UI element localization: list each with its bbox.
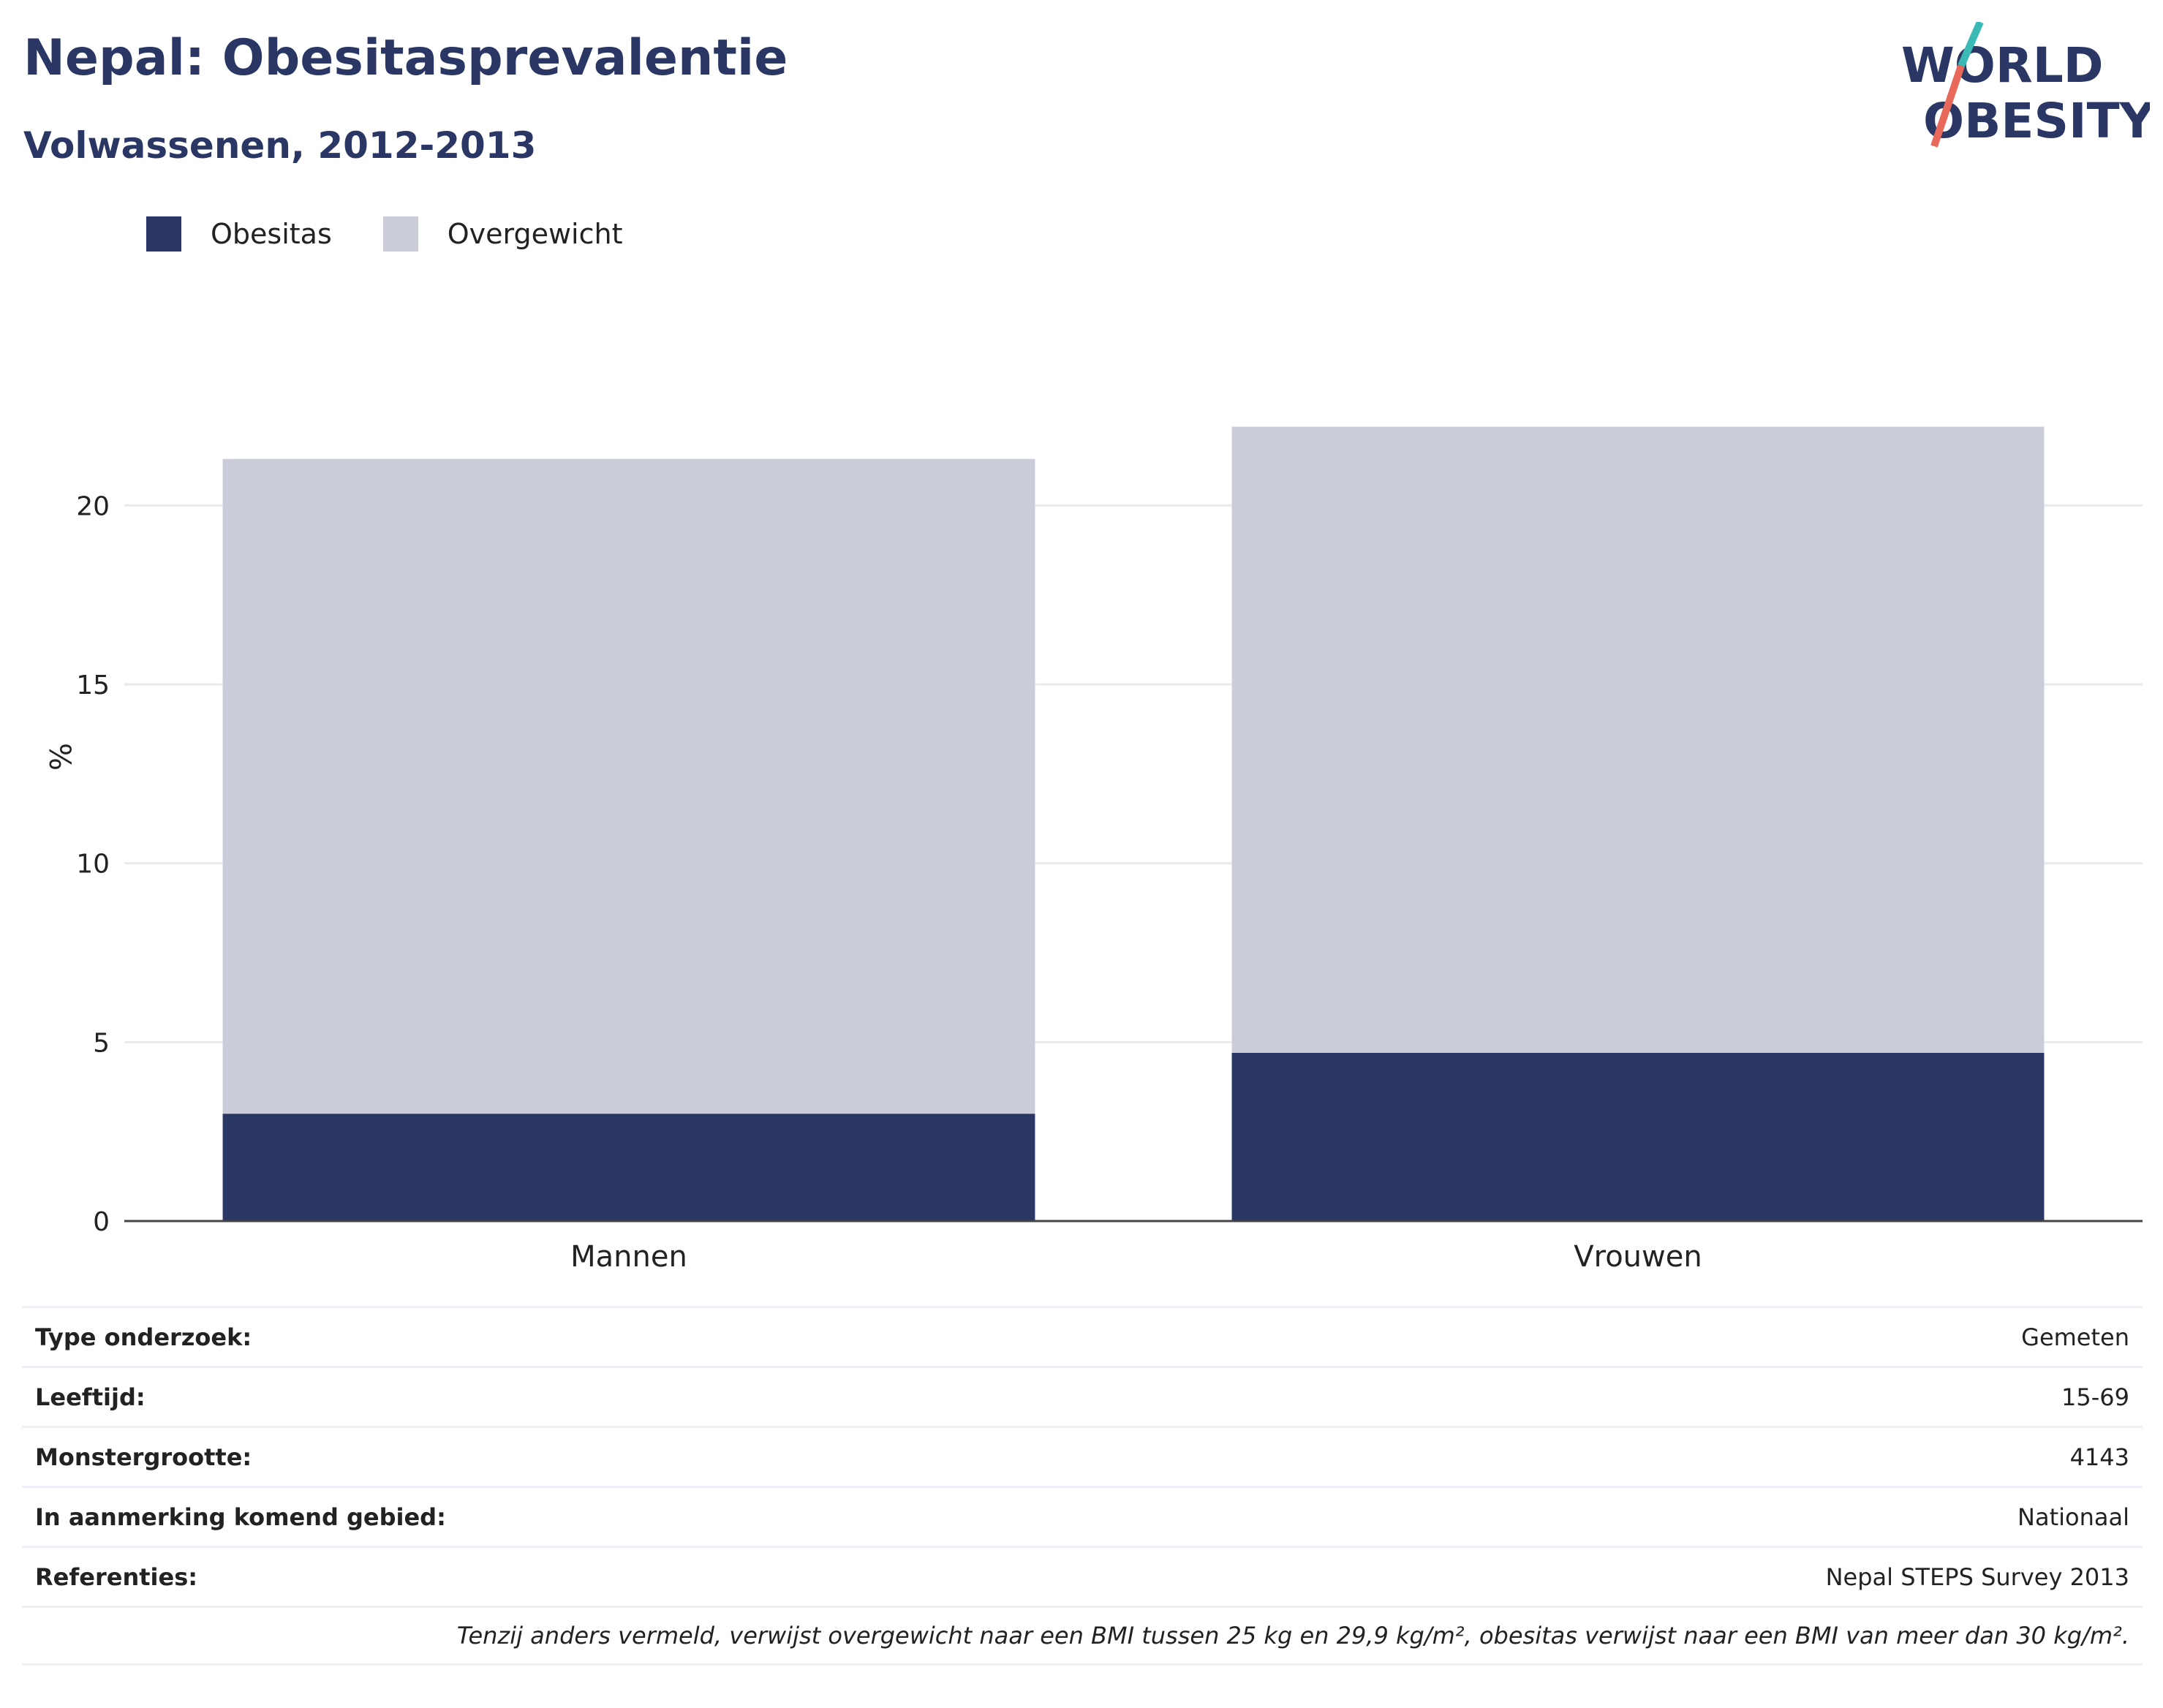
info-value: Gemeten [2021, 1323, 2129, 1351]
info-label: Type onderzoek: [35, 1323, 252, 1351]
y-axis-label: % [42, 743, 76, 771]
y-tick-label: 5 [93, 1028, 110, 1058]
bar-overgewicht-mannen[interactable] [222, 458, 1035, 1114]
legend-item-obesitas[interactable]: Obesitas [146, 216, 332, 252]
info-row: In aanmerking komend gebied: Nationaal [22, 1486, 2143, 1546]
world-obesity-logo: WORLD OBESITY [1901, 22, 2150, 149]
logo-stroke-teal [1958, 22, 1984, 67]
bar-obesitas-mannen[interactable] [222, 1114, 1035, 1221]
legend-swatch-overgewicht [382, 216, 418, 252]
y-tick-label: 0 [93, 1207, 110, 1237]
info-label: Monstergrootte: [35, 1443, 252, 1471]
legend-label-obesitas: Obesitas [211, 218, 332, 250]
info-label: In aanmerking komend gebied: [35, 1503, 446, 1531]
logo-text-world: WORLD [1901, 37, 2104, 94]
chart-title: Nepal: Obesitasprevalentie [23, 29, 788, 87]
info-row: Type onderzoek: Gemeten [22, 1306, 2143, 1366]
info-label: Referenties: [35, 1562, 198, 1591]
info-value: Nepal STEPS Survey 2013 [1825, 1562, 2129, 1591]
info-label: Leeftijd: [35, 1383, 146, 1411]
info-value: 4143 [2069, 1443, 2129, 1471]
logo-text-obesity: OBESITY [1923, 93, 2150, 149]
x-tick-label: Mannen [570, 1240, 687, 1274]
info-row: Referenties: Nepal STEPS Survey 2013 [22, 1546, 2143, 1606]
y-tick-label: 20 [76, 491, 110, 521]
legend-label-overgewicht: Overgewicht [447, 218, 623, 250]
info-value: 15-69 [2061, 1383, 2129, 1411]
info-table: Type onderzoek: Gemeten Leeftijd: 15-69 … [22, 1306, 2143, 1666]
y-tick-label: 15 [76, 670, 110, 700]
info-value: Nationaal [2017, 1503, 2129, 1531]
info-row: Leeftijd: 15-69 [22, 1366, 2143, 1426]
legend-swatch-obesitas [146, 216, 181, 252]
footnote-text: Tenzij anders vermeld, verwijst overgewi… [456, 1622, 2129, 1650]
footnote: Tenzij anders vermeld, verwijst overgewi… [22, 1606, 2143, 1666]
chart-subtitle: Volwassenen, 2012-2013 [23, 124, 537, 167]
y-tick-label: 10 [76, 850, 110, 880]
x-tick-label: Vrouwen [1574, 1240, 1702, 1274]
bar-overgewicht-vrouwen[interactable] [1231, 426, 2045, 1053]
info-row: Monstergrootte: 4143 [22, 1426, 2143, 1486]
chart-legend: Obesitas Overgewicht [146, 216, 674, 252]
stacked-bar-chart: 0 5 10 15 20% Mannen Vrouwen [42, 426, 2143, 1274]
logo-stroke-coral [1930, 64, 1965, 148]
bar-obesitas-vrouwen[interactable] [1231, 1053, 2045, 1221]
legend-item-overgewicht[interactable]: Overgewicht [382, 216, 623, 252]
